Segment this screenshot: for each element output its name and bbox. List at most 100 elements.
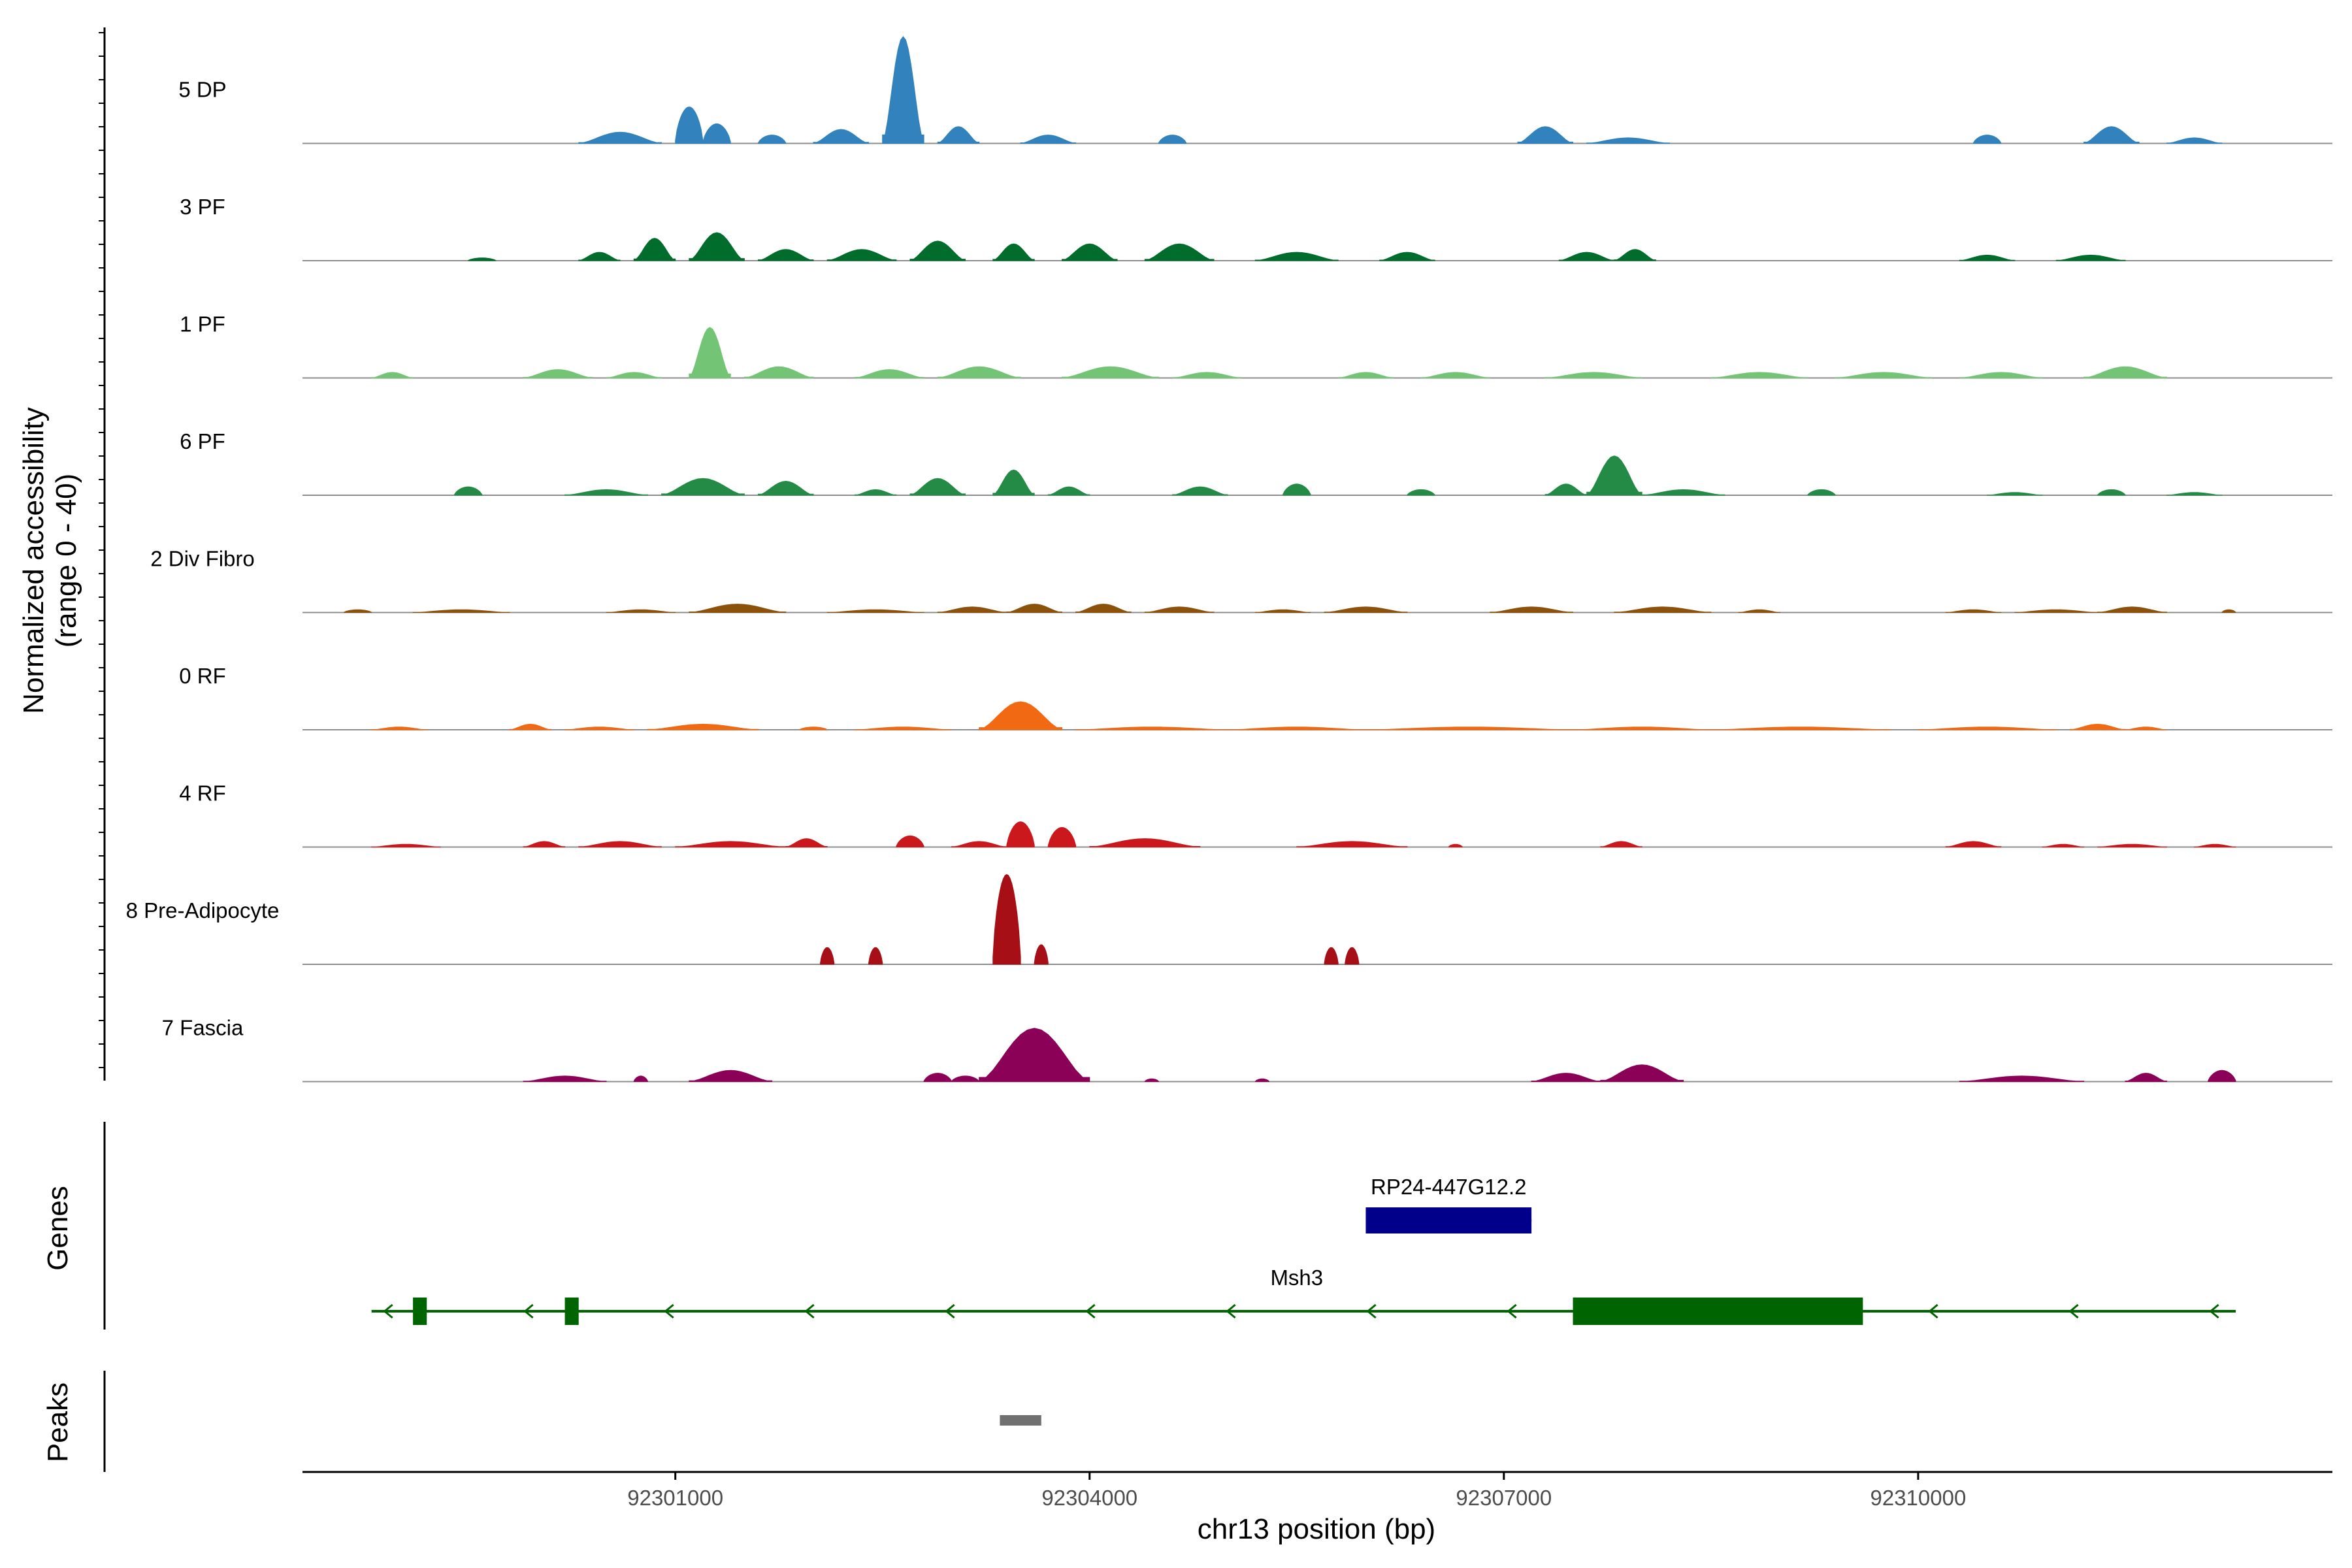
coverage-peak (951, 841, 1007, 847)
gene-msh3: Msh3 (371, 1266, 2236, 1325)
coverage-tracks: 5 DP 3 PF 1 PF 6 PF 2 Div Fibro 0 RF 4 RF 8 Pre… (99, 27, 2332, 1083)
track-label: 3 PF (180, 195, 225, 219)
coverage-peak (523, 841, 566, 847)
coverage-peak (1062, 366, 1159, 378)
track-label: 0 RF (179, 664, 226, 688)
track-label: 1 PF (180, 312, 225, 336)
strand-arrow (2209, 1303, 2219, 1319)
track-5-dp: 5 DP (178, 36, 2332, 144)
coverage-peak (2083, 366, 2167, 378)
coverage-peak (633, 238, 676, 261)
coverage-peak (1544, 483, 1588, 496)
coverage-peak (1172, 486, 1228, 496)
coverage-peak (371, 843, 441, 847)
coverage-peak (1324, 947, 1339, 965)
coverage-peak (509, 723, 551, 730)
coverage-peak (937, 366, 1021, 378)
coverage-peak (1282, 483, 1311, 496)
coverage-peak (2097, 606, 2167, 613)
coverage-peak (1614, 249, 1656, 261)
gene-exon (564, 1298, 579, 1325)
gene-exon (1573, 1298, 1863, 1325)
coverage-peak (1144, 606, 1215, 613)
coverage-peak (1006, 604, 1062, 613)
coverage-peak (1420, 372, 1491, 378)
coverage-peak (1544, 372, 1642, 378)
track-2-div-fibro: 2 Div Fibro (150, 547, 2332, 613)
coverage-peak (1987, 492, 2043, 496)
coverage-peak (578, 131, 662, 144)
coverage-peak (951, 1075, 980, 1082)
coverage-peak (909, 240, 966, 261)
x-tick-label: 92304000 (1041, 1486, 1137, 1510)
coverage-peak (1075, 604, 1132, 613)
coverage-peak (2014, 609, 2099, 613)
track-4-rf: 4 RF (179, 781, 2332, 848)
coverage-peak (371, 727, 427, 730)
y-axis-title-line2: (range 0 - 40) (50, 474, 82, 648)
coverage-peak (758, 249, 814, 261)
coverage-peak (1586, 137, 1670, 144)
coverage-peak (979, 1028, 1090, 1082)
coverage-peak (2208, 1070, 2236, 1082)
coverage-peak (1710, 372, 1808, 378)
coverage-peak (1641, 489, 1725, 496)
coverage-peak (2166, 137, 2223, 144)
coverage-peak (937, 126, 980, 144)
track-label: 7 Fascia (162, 1016, 244, 1040)
coverage-peak (2097, 843, 2167, 847)
coverage-peak (2194, 843, 2236, 847)
coverage-peak (813, 129, 870, 144)
coverage-peak (1710, 727, 1891, 730)
coverage-peak (564, 489, 648, 496)
coverage-peak (2125, 1073, 2167, 1082)
coverage-peak (1835, 372, 1933, 378)
coverage-peak (820, 947, 835, 965)
coverage-peak (1586, 455, 1642, 496)
strand-arrow (2068, 1303, 2079, 1319)
track-label: 5 DP (178, 78, 226, 102)
coverage-peak (758, 480, 814, 496)
coverage-peak (412, 609, 510, 613)
coverage-peak (454, 486, 483, 496)
coverage-peak (1959, 372, 2043, 378)
coverage-peak (1379, 252, 1435, 261)
coverage-peak (937, 606, 1007, 613)
coverage-peak (1144, 243, 1215, 261)
y-axis-title-line1: Normalized accessibility (18, 407, 50, 713)
coverage-peak (909, 478, 966, 496)
coverage-peak (689, 232, 745, 261)
strand-arrow (1507, 1303, 1517, 1319)
track-8-pre-adipocyte: 8 Pre-Adipocyte (126, 874, 2332, 965)
coverage-peak (896, 835, 924, 847)
coverage-peak (523, 1075, 607, 1082)
strand-arrow (1928, 1303, 1938, 1319)
coverage-peak (1345, 947, 1360, 965)
coverage-peak (1614, 606, 1712, 613)
x-tick-label: 92301000 (627, 1486, 723, 1510)
coverage-peak (992, 874, 1021, 965)
coverage-peak (2069, 723, 2126, 730)
y-axis-title: Normalized accessibility (range 0 - 40) (18, 407, 82, 713)
coverage-peak (743, 366, 814, 378)
track-label: 4 RF (179, 781, 226, 806)
coverage-peak (1517, 126, 1573, 144)
coverage-peak (1296, 841, 1408, 847)
coverage-peak (1407, 489, 1435, 496)
coverage-peak (1807, 489, 1836, 496)
strand-arrow (804, 1303, 815, 1319)
track-7-fascia: 7 Fascia (162, 1016, 2332, 1083)
coverage-peak (923, 1073, 952, 1082)
coverage-peak (2042, 843, 2085, 847)
coverage-peak (2125, 727, 2167, 730)
coverage-peak (1158, 135, 1187, 144)
coverage-peak (1600, 1064, 1684, 1082)
coverage-peak (523, 369, 593, 378)
gene-name-label: RP24-447G12.2 (1371, 1175, 1527, 1199)
strand-arrow (664, 1303, 674, 1319)
x-axis: 92301000 92304000 92307000 92310000 (302, 1471, 2332, 1510)
strand-arrow (1226, 1303, 1236, 1319)
coverage-peak (992, 243, 1035, 261)
coverage-peak (2097, 489, 2126, 496)
coverage-peak (758, 135, 787, 144)
